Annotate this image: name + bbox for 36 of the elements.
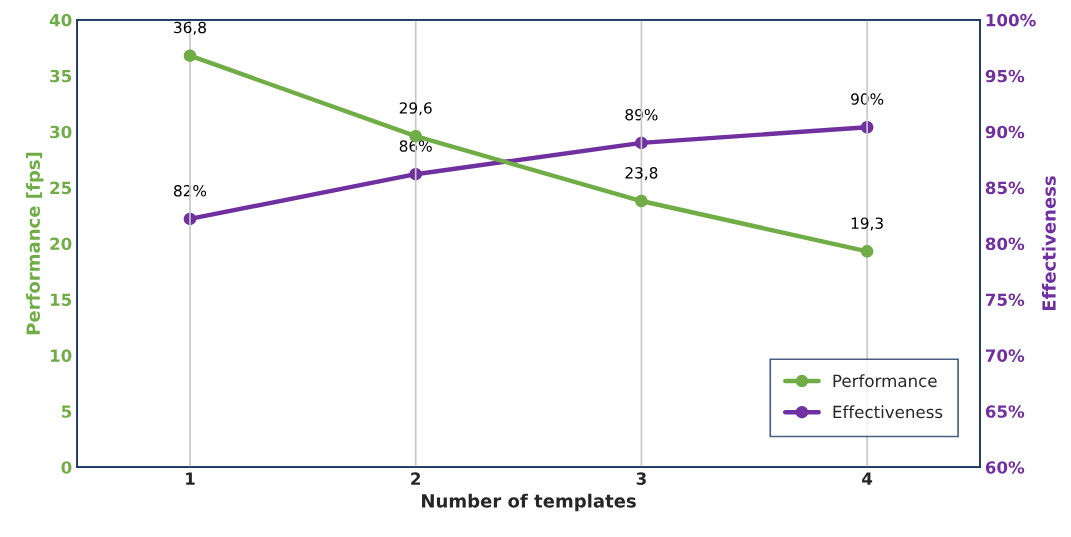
data-label: 36,8 <box>174 21 206 35</box>
y-tick-label: 30 <box>50 125 72 139</box>
y-tick-label: 5 <box>61 405 72 418</box>
y-tick-label: 20 <box>50 237 72 251</box>
x-tick-label: 3 <box>636 472 646 485</box>
y-tick-label: 40 <box>49 13 72 27</box>
y-tick-label: 15 <box>50 293 72 307</box>
data-label: 90% <box>851 93 884 105</box>
y2-tick-label: 70% <box>985 349 1025 362</box>
x-tick-label: 1 <box>186 472 195 485</box>
y-tick-label: 25 <box>50 181 72 195</box>
y2-tick-label: 65% <box>985 405 1025 418</box>
data-label: 19,3 <box>851 217 883 231</box>
point <box>860 245 874 258</box>
y2-tick-label: 75% <box>985 293 1025 307</box>
legend-label: Effectiveness <box>833 405 943 419</box>
y2-tick-label: 60% <box>985 461 1025 474</box>
point <box>183 49 197 62</box>
data-label: 29,6 <box>399 102 432 116</box>
y-tick-label: 35 <box>50 69 72 83</box>
y-axis-title: Performance [fps] <box>26 152 44 335</box>
y2-tick-label: 80% <box>985 237 1025 251</box>
x-tick-label: 4 <box>862 472 873 485</box>
x-axis-title: Number of templates <box>422 493 636 512</box>
y-tick-label: 0 <box>61 461 72 474</box>
y2-axis-title: Effectiveness <box>1041 176 1056 311</box>
point <box>635 194 648 208</box>
y2-tick-label: 100% <box>986 13 1036 27</box>
x-tick-label: 2 <box>411 472 421 485</box>
legend-label: Performance <box>833 374 937 388</box>
y-tick-label: 10 <box>50 349 72 362</box>
y2-tick-label: 85% <box>985 181 1025 195</box>
data-label: 23,8 <box>625 167 658 181</box>
y2-tick-label: 90% <box>985 125 1025 139</box>
data-label: 82% <box>174 184 207 197</box>
y2-tick-label: 95% <box>985 69 1025 83</box>
